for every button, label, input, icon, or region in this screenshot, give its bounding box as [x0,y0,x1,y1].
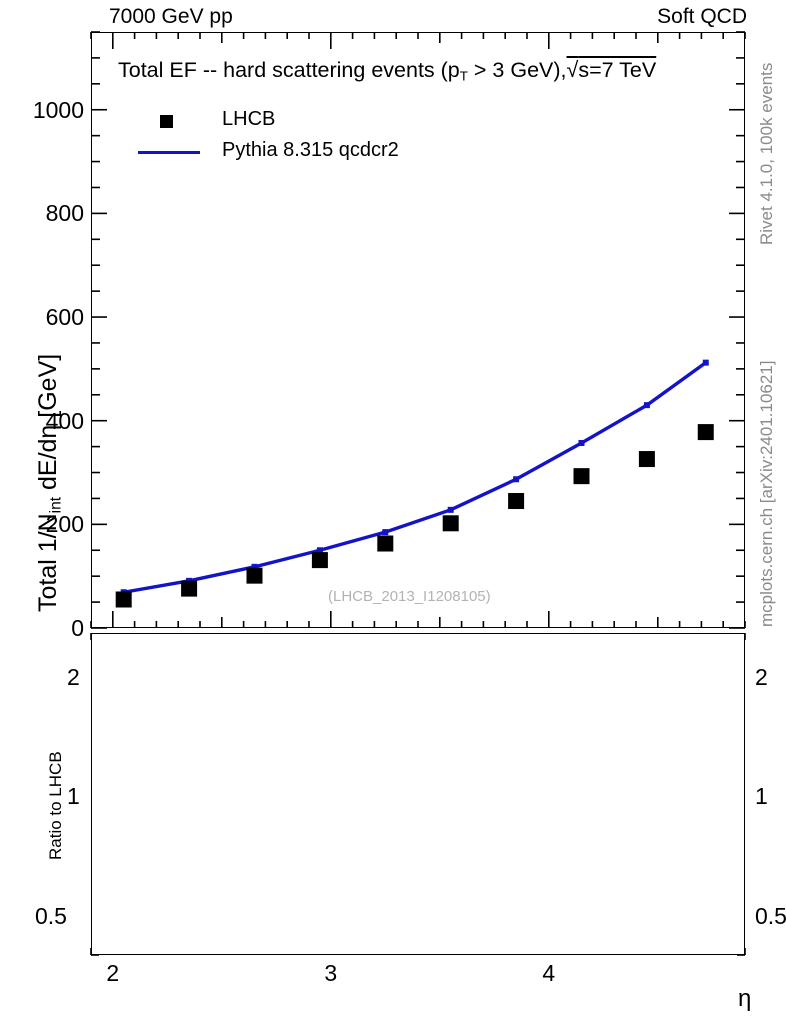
y-tick-label-200: 200 [45,511,84,538]
ratio-tick-label-right-1: 1 [755,783,768,810]
x-tick-label-3: 3 [324,960,338,986]
lhcb-point [442,515,459,532]
lhcb-point [115,591,132,608]
pythia-point [382,529,389,536]
pythia-point [447,506,454,513]
pythia-point [316,547,323,554]
plot-title: Total EF -- hard scattering events (pT >… [118,58,656,84]
rivet-version-label: Rivet 4.1.0, 100k events [757,62,776,245]
pythia-point [578,439,585,446]
ratio-tick-label-left-0.5: 0.5 [35,902,67,929]
sqrt-s-glyph: √s=7 TeV [566,58,657,82]
pythia-point [513,476,520,483]
plot-title-b: > 3 GeV), [467,58,567,82]
legend-label-lhcb: LHCB [222,108,276,130]
plot-title-a: Total EF -- hard scattering events (p [118,58,460,82]
lhcb-point [573,468,590,485]
analysis-id-watermark: (LHCB_2013_I1208105) [328,588,491,605]
y-tick-label-800: 800 [45,200,84,227]
legend-label-pythia: Pythia 8.315 qcdcr2 [222,139,399,161]
ratio-tick-label-right-2: 2 [755,664,768,691]
y-tick-label-400: 400 [45,407,84,434]
x-tick-label-2: 2 [106,960,120,986]
main-plot-panel [91,32,745,628]
x-tick-label-4: 4 [542,960,556,986]
plot-title-sub: T [459,68,468,84]
lhcb-point [377,535,394,552]
lhcb-point [638,451,655,468]
ratio-tick-label-right-0.5: 0.5 [755,902,786,929]
ratio-tick-label-left-2: 2 [67,664,80,691]
lhcb-point [311,552,328,569]
ratio-plot-panel [91,633,745,955]
x-axis-label: η [738,985,752,1012]
y-tick-label-1000: 1000 [32,96,84,123]
lhcb-point [508,493,525,510]
lhcb-point [697,424,714,441]
ratio-tick-label-left-1: 1 [67,783,80,810]
lhcb-point [246,567,263,584]
legend-marker-line [130,136,210,167]
pythia-point [702,359,709,366]
y-tick-label-0: 0 [71,615,84,641]
y-tick-label-600: 600 [45,304,84,331]
lhcb-data-points [115,424,714,608]
pythia-points-main [120,359,709,596]
lhcb-point [181,580,198,597]
pythia-point [643,402,650,409]
header-right-text: Soft QCD [657,5,747,28]
legend-marker-square [130,105,210,136]
pythia-curve-main [123,361,707,594]
header-left-text: 7000 GeV pp [109,5,233,28]
y-axis-label-ratio: Ratio to LHCB [46,751,65,860]
mcplots-source-label: mcplots.cern.ch [arXiv:2401.10621] [757,360,776,627]
pythia-point [251,563,258,570]
y-axis-label-main: Total 1/Nint dE/dη [GeV] [34,353,65,612]
